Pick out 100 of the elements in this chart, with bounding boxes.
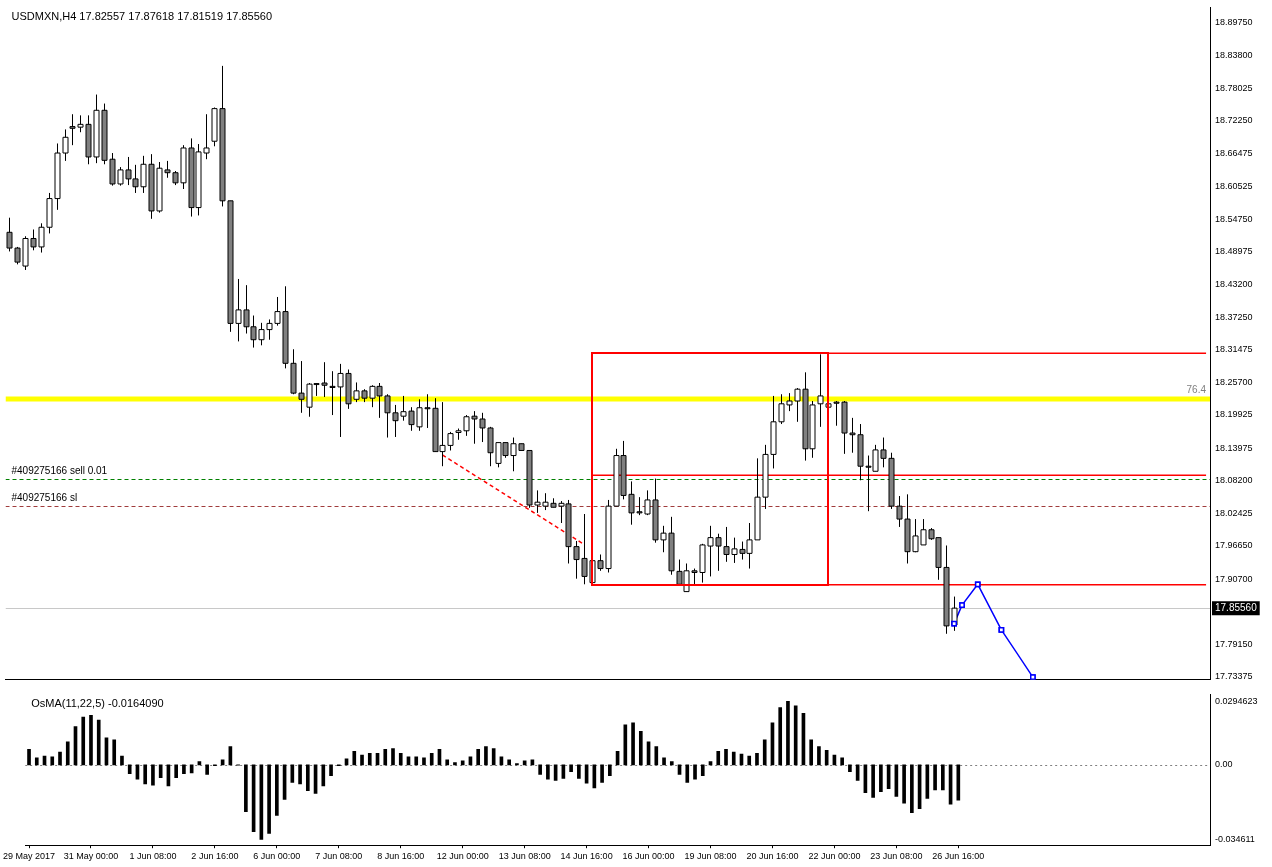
x-tick-label: 31 May 00:00 [63,851,119,862]
x-tick-label: 1 Jun 08:00 [129,851,177,862]
bar [127,764,132,775]
bar [158,764,163,778]
bar [840,757,844,766]
bar [151,764,155,786]
bar [817,746,821,766]
bar [654,746,659,766]
bar [669,761,674,766]
x-tick-label: 12 Jun 00:00 [436,851,489,862]
bar [933,764,937,791]
y-tick-label: 18.60525 [1215,181,1253,192]
x-tick-label: 2 Jun 16:00 [191,851,239,862]
bar [34,757,39,766]
x-tick-label: 16 Jun 00:00 [622,851,675,862]
bar [360,754,364,766]
bar [700,764,705,776]
bar [398,752,403,766]
bar [724,749,728,766]
bar [623,724,628,766]
ref-line-label: 17.85560 [1215,601,1258,613]
bar [476,749,481,766]
bar [460,760,465,766]
bar [507,759,511,766]
bar [910,764,914,813]
bar [484,746,488,766]
y-tick-label: 0.00 [1215,759,1233,770]
y-tick-label: 18.37250 [1215,311,1253,322]
y-tick-label: 18.66475 [1215,147,1253,158]
point [1030,674,1036,680]
bar [429,752,434,766]
bar [267,764,271,834]
bar [731,751,736,766]
bar [956,764,961,801]
bar [275,764,279,816]
y-tick-label: 18.31475 [1215,344,1253,355]
bar [65,741,70,766]
bar [747,755,752,766]
bar [871,764,875,798]
x-tick-label: 14 Jun 16:00 [560,851,613,862]
x-tick-label: 13 Jun 08:00 [498,851,551,862]
y-tick-label: 18.48975 [1215,246,1253,257]
bar [631,722,635,766]
ref-line-label: #409275166 sl [11,492,78,504]
bar [96,719,101,766]
bar [81,716,86,766]
bar [546,764,550,780]
band-label: 76.4 [1186,384,1207,396]
y-tick-label: 18.78025 [1215,82,1253,93]
bar [321,764,326,787]
bar [298,764,302,785]
y-tick-label: 18.83800 [1215,50,1253,61]
x-tick-label: 29 May 2017 [3,851,56,862]
bar [329,764,333,776]
y-tick-label: 18.13975 [1215,442,1253,453]
bar [182,764,186,775]
y-tick-label: 18.54750 [1215,213,1253,224]
y-tick-label: 17.96650 [1215,540,1253,551]
bar [902,764,906,804]
bar [569,764,573,773]
bar [352,750,357,766]
bar [453,762,457,766]
y-tick-label: 17.79150 [1215,638,1253,649]
y-tick-label: 17.90700 [1215,573,1253,584]
chart-title: USDMXN,H4 17.82557 17.87618 17.81519 17.85560 [11,9,273,22]
bar [305,764,310,792]
bar [685,764,690,783]
bar [879,764,883,793]
x-tick-label: 19 Jun 08:00 [684,851,737,862]
bar [205,764,209,775]
point [951,620,958,627]
bar [112,739,117,766]
bar [793,705,798,766]
bar [638,731,643,766]
y-tick-label: 18.08200 [1215,475,1253,486]
y-tick-label: -0.034611 [1215,833,1255,844]
bar [577,764,581,779]
bar [809,739,814,766]
x-tick-label: 8 Jun 16:00 [377,851,425,862]
point [959,602,965,608]
bar [786,700,790,766]
point [974,581,981,588]
bar [755,752,759,766]
bar [391,748,395,766]
bar [491,748,496,766]
bar [941,764,945,791]
x-tick-label: 26 Jun 16:00 [932,851,985,862]
bar [693,764,697,780]
bar [600,764,604,783]
bar [58,751,62,766]
chart-title: OsMA(11,22,5) -0.0164090 [31,696,164,709]
bar [662,757,666,766]
bar [143,764,148,785]
bar [383,749,388,766]
x-tick-label: 20 Jun 16:00 [746,851,799,862]
y-tick-label: 18.25700 [1215,376,1253,387]
bar [120,755,124,766]
y-tick-label: 18.72250 [1215,115,1253,126]
bar [290,764,295,783]
x-tick-label: 7 Jun 08:00 [315,851,363,862]
